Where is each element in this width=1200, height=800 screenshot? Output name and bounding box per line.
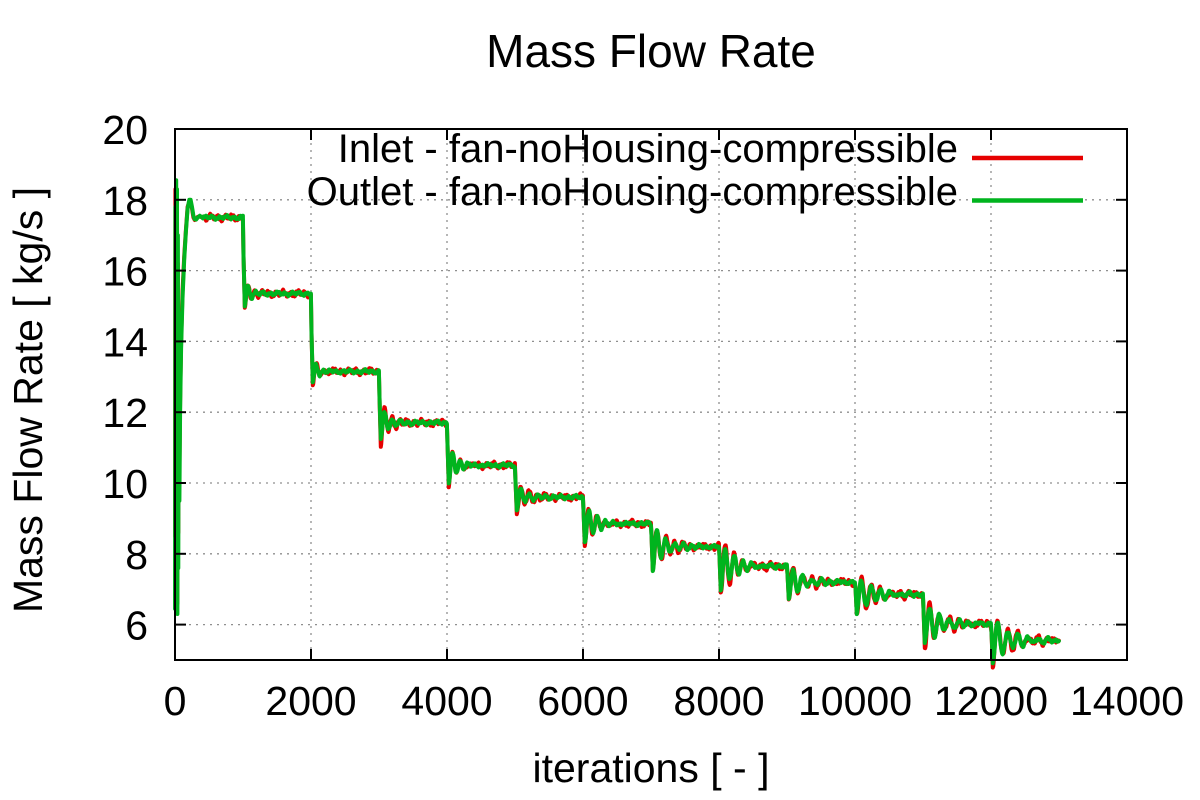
y-axis-label: Mass Flow Rate [ kg/s ] <box>5 187 51 613</box>
x-tick-label: 0 <box>164 678 187 724</box>
x-tick-label: 6000 <box>537 678 628 724</box>
x-tick-label: 10000 <box>798 678 912 724</box>
inlet-series-line <box>173 187 1061 670</box>
legend-inlet-label: Inlet - fan-noHousing-compressible <box>338 127 958 171</box>
plot-border <box>174 128 1128 661</box>
y-tick-label: 6 <box>125 603 148 649</box>
axis-ticks <box>174 128 1128 660</box>
x-tick-label: 14000 <box>1070 678 1184 724</box>
y-tick-label: 14 <box>102 319 148 365</box>
x-tick-label: 4000 <box>401 678 492 724</box>
y-tick-label: 18 <box>102 178 148 224</box>
axis-tick-labels: 0 2000 4000 6000 8000 10000 12000 14000 6 8 10 12 14… <box>102 107 1184 724</box>
x-tick-label: 8000 <box>673 678 764 724</box>
y-tick-label: 12 <box>102 390 148 436</box>
outlet-series-line <box>173 178 1061 666</box>
x-axis-label: iterations [ - ] <box>533 745 770 791</box>
y-tick-label: 16 <box>102 249 148 295</box>
y-tick-label: 8 <box>125 532 148 578</box>
y-tick-label: 20 <box>102 107 148 153</box>
data-curves <box>173 178 1061 670</box>
chart-title: Mass Flow Rate <box>486 25 816 77</box>
x-tick-label: 12000 <box>934 678 1048 724</box>
y-tick-label: 10 <box>102 461 148 507</box>
legend-outlet-label: Outlet - fan-noHousing-compressible <box>307 170 958 214</box>
legend: Inlet - fan-noHousing-compressible Outle… <box>307 127 1083 214</box>
x-tick-label: 2000 <box>265 678 356 724</box>
